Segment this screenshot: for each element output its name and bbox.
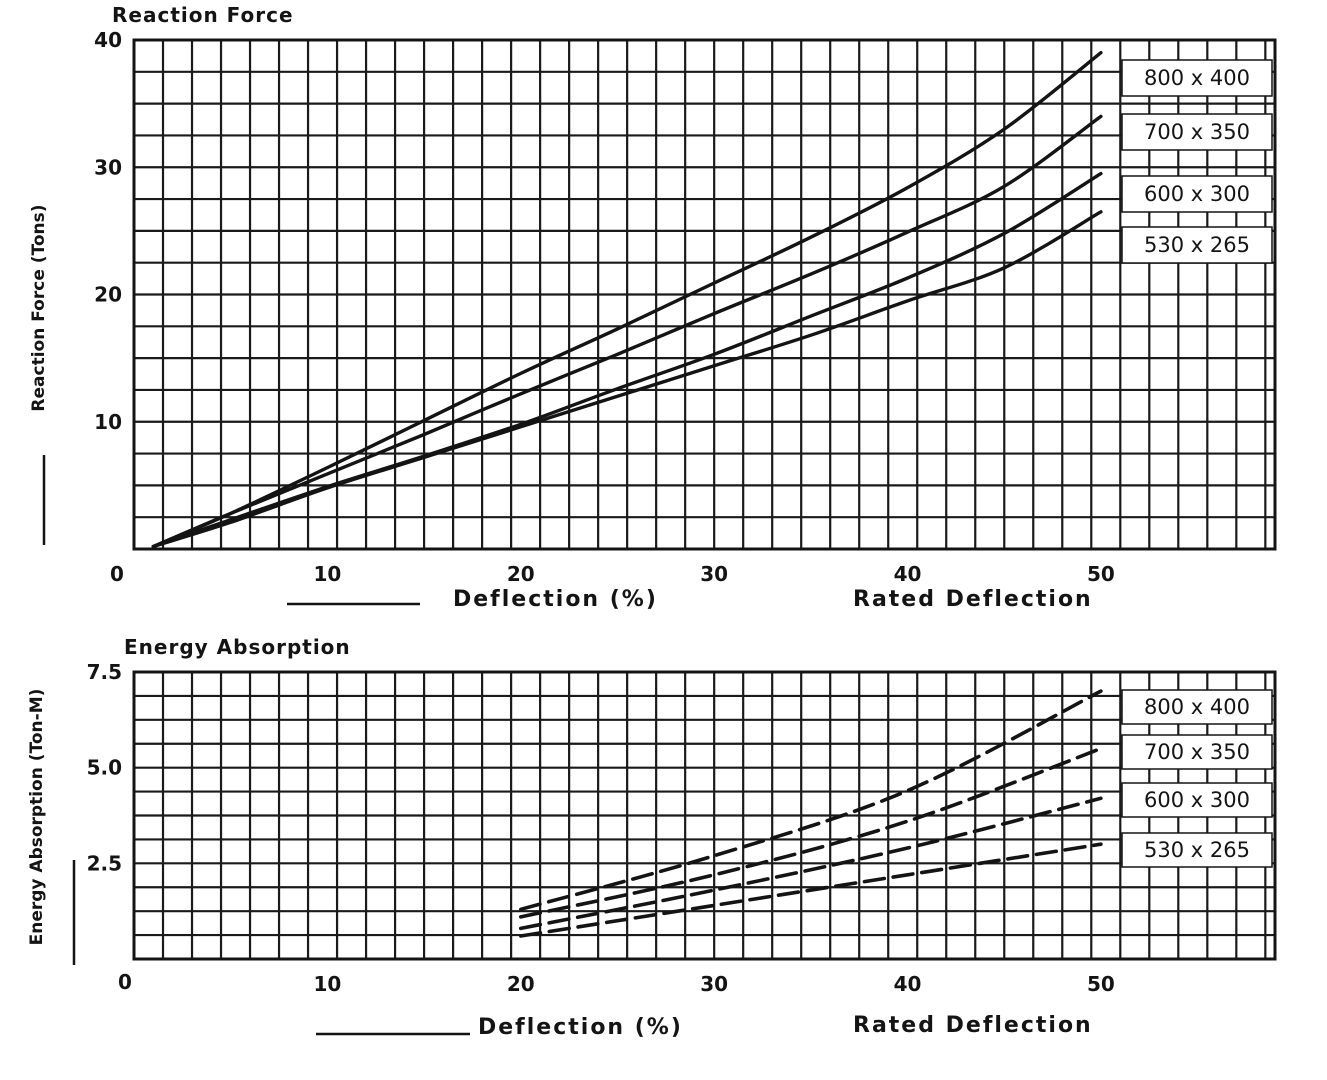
legend-box	[1121, 734, 1273, 770]
series-curves	[151, 51, 1103, 549]
x-origin-label: 0	[110, 562, 124, 586]
legend-label: 530 x 265	[1144, 838, 1250, 862]
series-line	[151, 114, 1103, 549]
y-ticks: 2.5 5.0 7.5	[87, 660, 122, 875]
series-line	[519, 689, 1103, 912]
legend-box	[1121, 689, 1273, 725]
x-axis-label-right: Rated Deflection	[853, 587, 1093, 612]
plot-frame	[132, 670, 1277, 961]
x-tick-label: 20	[507, 562, 535, 586]
x-tick-label: 20	[507, 972, 535, 996]
legend-label: 530 x 265	[1144, 233, 1250, 257]
energy-absorption-chart: Energy Absorption 2.5 5.0 7.5 10 20 30 40 50 8…	[27, 635, 1277, 1040]
legend-label: 700 x 350	[1144, 120, 1250, 144]
y-tick-label: 5.0	[87, 756, 122, 780]
chart-title: Reaction Force	[112, 3, 294, 27]
series-line	[519, 746, 1103, 919]
legend-box	[1121, 113, 1273, 151]
x-ticks: 10 20 30 40 50	[313, 562, 1114, 586]
x-tick-label: 10	[313, 562, 341, 586]
legend-label: 600 x 300	[1144, 182, 1250, 206]
y-tick-label: 20	[94, 283, 122, 307]
plot-frame	[132, 38, 1277, 551]
x-tick-label: 30	[700, 972, 728, 996]
y-tick-label: 7.5	[87, 660, 122, 684]
x-axis-label: Deflection (%)	[453, 587, 658, 612]
series-curves	[519, 689, 1103, 938]
grid	[134, 672, 1275, 959]
legend-label: 800 x 400	[1144, 66, 1250, 90]
y-axis-label: Energy Absorption (Ton-M)	[27, 689, 47, 946]
x-tick-label: 50	[1087, 562, 1115, 586]
y-ticks: 10 20 30 40	[94, 28, 122, 434]
y-tick-label: 40	[94, 28, 122, 52]
x-tick-label: 40	[894, 562, 922, 586]
x-axis-label-right: Rated Deflection	[853, 1013, 1093, 1038]
y-axis-label: Reaction Force (Tons)	[29, 204, 49, 411]
legend-box	[1121, 226, 1273, 264]
x-axis-label: Deflection (%)	[478, 1015, 683, 1040]
x-tick-label: 40	[894, 972, 922, 996]
legend: 800 x 400 700 x 350 600 x 300 530 x 265	[1121, 59, 1273, 264]
legend-label: 800 x 400	[1144, 695, 1250, 719]
chart-title: Energy Absorption	[124, 635, 351, 659]
series-line	[519, 842, 1103, 938]
legend-label: 700 x 350	[1144, 740, 1250, 764]
reaction-force-chart: Reaction Force 10 20 30 40 10 20 30 40 50 800 x…	[29, 3, 1277, 612]
x-tick-label: 50	[1087, 972, 1115, 996]
legend-box	[1121, 59, 1273, 97]
y-tick-label: 30	[94, 155, 122, 179]
series-line	[151, 51, 1103, 549]
x-origin-label: 0	[118, 970, 132, 994]
legend-box	[1121, 782, 1273, 818]
y-tick-label: 2.5	[87, 851, 122, 875]
series-line	[519, 796, 1103, 931]
series-line	[151, 210, 1103, 549]
grid	[134, 40, 1275, 549]
x-tick-label: 30	[700, 562, 728, 586]
legend-label: 600 x 300	[1144, 788, 1250, 812]
legend-box	[1121, 175, 1273, 213]
x-ticks: 10 20 30 40 50	[313, 972, 1114, 996]
legend: 800 x 400 700 x 350 600 x 300 530 x 265	[1121, 689, 1273, 868]
legend-box	[1121, 832, 1273, 868]
y-tick-label: 10	[94, 410, 122, 434]
x-tick-label: 10	[313, 972, 341, 996]
